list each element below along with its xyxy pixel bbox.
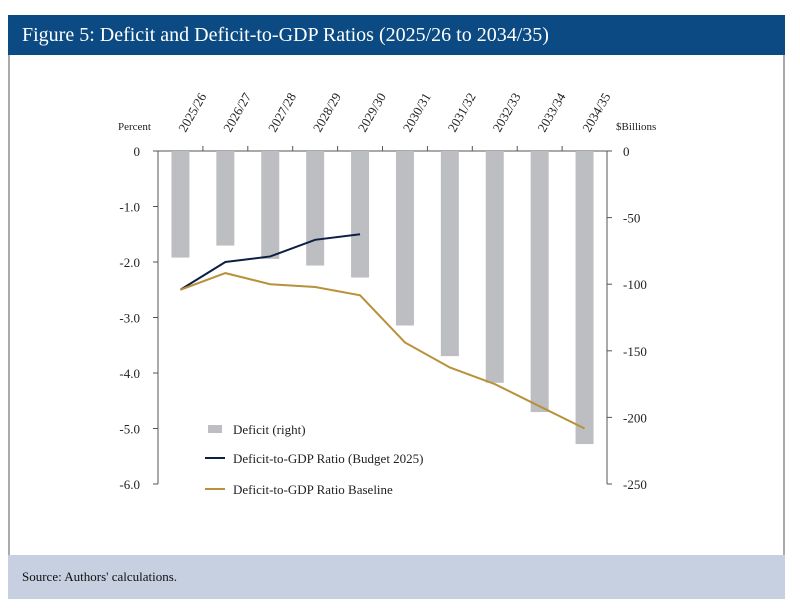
deficit-bar xyxy=(306,151,325,266)
deficit-bar xyxy=(485,151,504,383)
left-tick-label: -2.0 xyxy=(119,255,140,270)
x-tick-label: 2033/34 xyxy=(534,90,569,135)
left-tick-label: -6.0 xyxy=(119,477,140,492)
left-tick-label: -4.0 xyxy=(119,366,140,381)
left-tick-label: 0 xyxy=(134,144,141,159)
legend-swatch-deficit xyxy=(208,425,222,433)
deficit-bar xyxy=(395,151,414,326)
deficit-bar xyxy=(216,151,235,246)
deficit-bar xyxy=(171,151,190,258)
deficit-bar xyxy=(575,151,594,445)
right-tick-label: -100 xyxy=(623,277,647,292)
legend-label: Deficit (right) xyxy=(233,422,306,437)
deficit-bar xyxy=(351,151,370,278)
left-tick-label: -5.0 xyxy=(119,422,140,437)
right-tick-label: 0 xyxy=(623,144,630,159)
deficit-bar xyxy=(440,151,459,357)
figure-title: Figure 5: Deficit and Deficit-to-GDP Rat… xyxy=(8,15,785,55)
deficit-bar xyxy=(261,151,280,259)
x-tick-label: 2034/35 xyxy=(579,90,613,134)
right-tick-label: -150 xyxy=(623,344,647,359)
right-tick-label: -250 xyxy=(623,477,647,492)
x-tick-label: 2029/30 xyxy=(355,90,389,134)
x-tick-label: 2026/27 xyxy=(220,90,255,135)
x-tick-label: 2027/28 xyxy=(265,90,299,134)
x-tick-label: 2030/31 xyxy=(400,90,434,134)
legend-label: Deficit-to-GDP Ratio (Budget 2025) xyxy=(233,451,424,466)
legend-label: Deficit-to-GDP Ratio Baseline xyxy=(233,482,393,497)
left-axis-label: Percent xyxy=(118,121,151,133)
right-tick-label: -200 xyxy=(623,410,647,425)
x-tick-label: 2031/32 xyxy=(444,90,478,134)
x-tick-label: 2028/29 xyxy=(310,90,344,134)
right-axis-label: $Billions xyxy=(616,121,656,133)
x-tick-label: 2032/33 xyxy=(489,90,523,134)
right-tick-label: -50 xyxy=(623,211,640,226)
left-tick-label: -1.0 xyxy=(119,200,140,215)
baseline-ratio-line xyxy=(180,272,585,430)
chart-frame xyxy=(8,55,785,555)
source-note: Source: Authors' calculations. xyxy=(8,555,785,599)
left-tick-label: -3.0 xyxy=(119,311,140,326)
x-tick-label: 2025/26 xyxy=(175,90,210,135)
budget-ratio-line xyxy=(179,233,361,291)
deficit-bar xyxy=(530,151,549,413)
